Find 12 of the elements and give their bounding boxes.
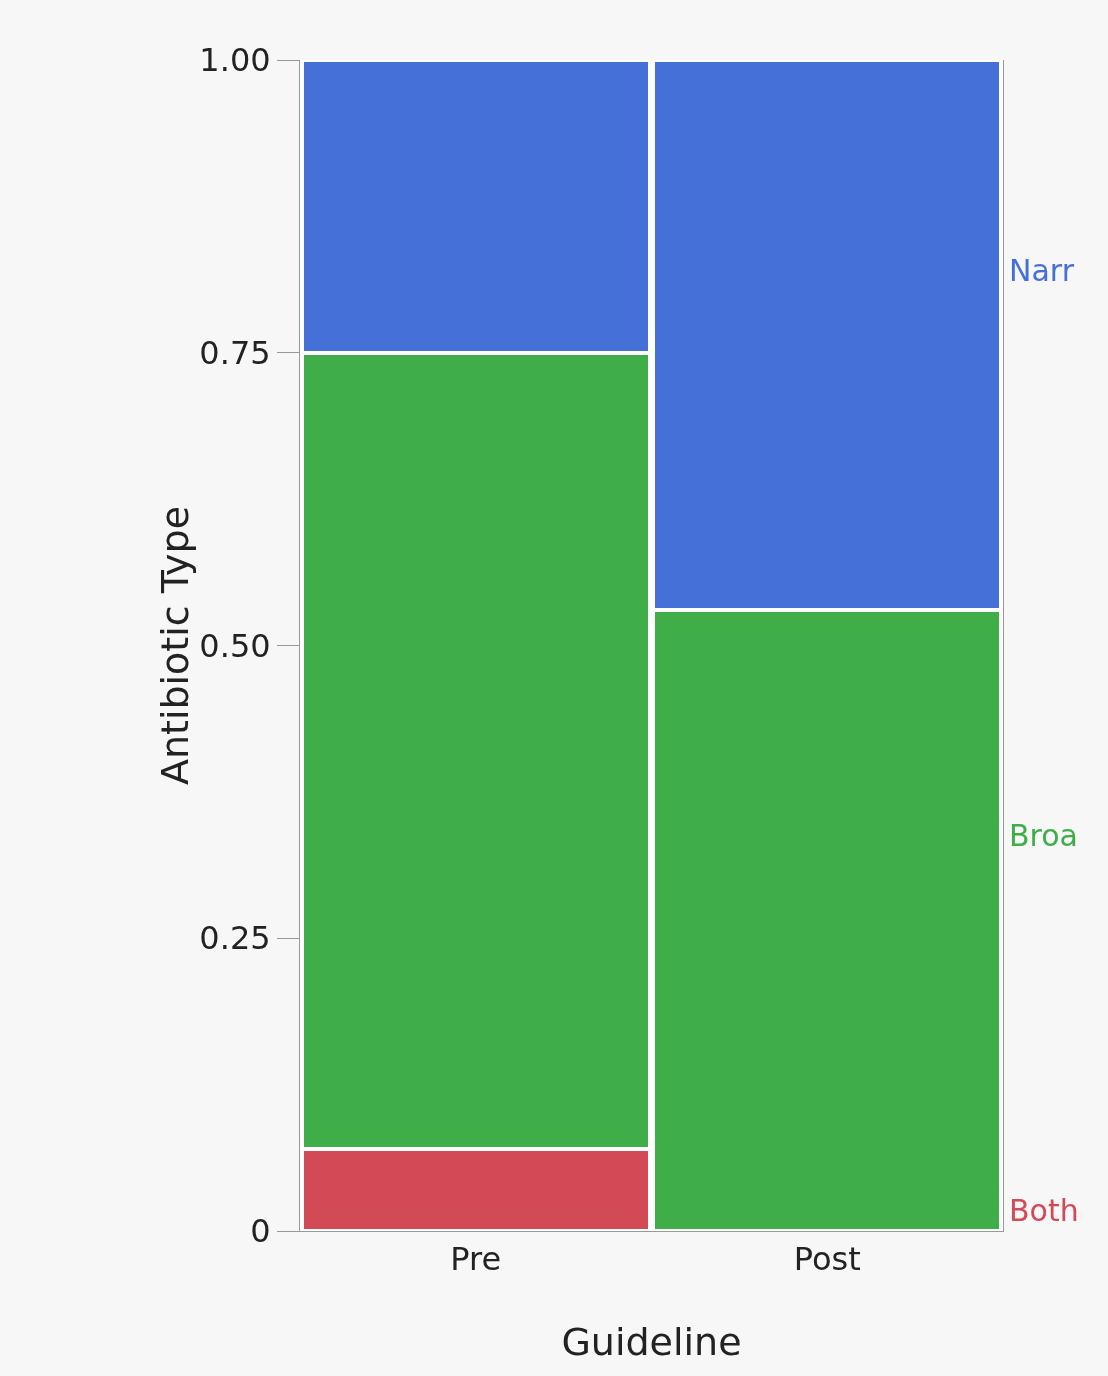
series-label: Narr [1009, 253, 1075, 288]
y-tick-label: 0.25 [199, 919, 271, 958]
x-tick-label: Post [793, 1240, 861, 1279]
y-tick-label: 0 [250, 1212, 271, 1251]
y-axis-title: Antibiotic Type [153, 505, 198, 786]
text: Both [1009, 1193, 1079, 1228]
x-tick-label: Pre [450, 1240, 502, 1279]
y-tick-label: 1.00 [199, 41, 271, 80]
y-tick-label: 0.50 [199, 626, 271, 665]
series-label: Broa [1009, 818, 1078, 853]
y-tick-label: 0.75 [199, 333, 271, 372]
x-axis-title: Guideline [561, 1320, 742, 1364]
